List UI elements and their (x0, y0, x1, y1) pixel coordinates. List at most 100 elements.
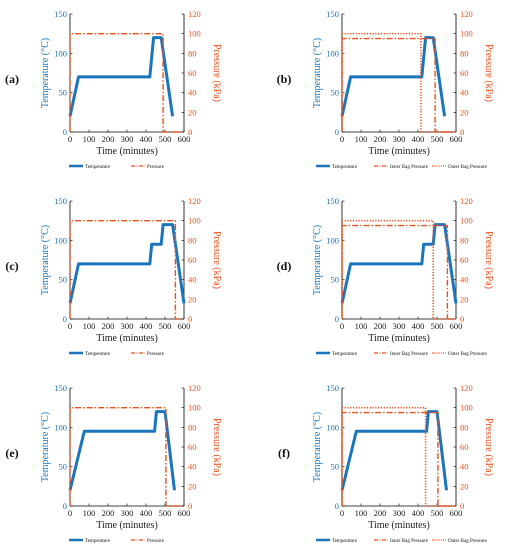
y-left-tick-label: 150 (326, 9, 339, 19)
y-left-tick-label: 150 (54, 9, 67, 19)
panel-label: (b) (277, 72, 292, 86)
x-tick-label: 0 (340, 508, 344, 518)
legend-label: Temperature (85, 539, 111, 544)
x-tick-label: 500 (431, 508, 444, 518)
x-tick-label: 300 (121, 508, 134, 518)
legend-label: Outer Bag Pressure (448, 539, 488, 544)
y-left-tick-label: 150 (54, 383, 67, 393)
y-left-tick-label: 100 (54, 235, 67, 245)
y-right-tick-label: 20 (460, 294, 469, 304)
panel-label: (c) (5, 259, 18, 273)
chart-panel: (b)0 100 200 300 400 500 600050100150020406080… (277, 9, 494, 170)
y-right-axis-label: Pressure (kPa) (483, 231, 494, 289)
y-right-tick-label: 40 (188, 462, 197, 472)
y-right-tick-label: 20 (188, 481, 197, 491)
y-left-tick-label: 150 (326, 196, 339, 206)
x-tick-label: 500 (431, 321, 444, 331)
x-tick-label: 400 (412, 134, 425, 144)
x-tick-label: 200 (102, 134, 115, 144)
legend-label: Temperature (85, 165, 111, 170)
y-right-axis-label: Pressure (kPa) (211, 231, 222, 289)
x-tick-label: 100 (83, 508, 96, 518)
x-tick-label: 0 (68, 321, 72, 331)
y-left-tick-label: 100 (54, 48, 67, 58)
chart-panel: (c)0 100 200 300 400 500 600050100150020406080… (5, 196, 222, 357)
y-right-tick-label: 60 (188, 255, 197, 265)
y-right-tick-label: 20 (188, 294, 197, 304)
x-tick-label: 300 (393, 321, 406, 331)
y-left-tick-label: 100 (326, 235, 339, 245)
y-right-tick-label: 20 (460, 481, 469, 491)
panel-label: (e) (5, 446, 18, 460)
y-left-tick-label: 150 (54, 196, 67, 206)
x-axis-label: Time (minutes) (96, 520, 158, 531)
x-tick-label: 300 (393, 134, 406, 144)
panel-label: (d) (277, 259, 292, 273)
x-tick-label: 600 (450, 321, 463, 331)
y-right-tick-label: 100 (460, 29, 473, 39)
series-line-temperature (340, 410, 448, 491)
y-right-tick-label: 60 (188, 442, 197, 452)
x-tick-label: 400 (412, 321, 425, 331)
x-tick-label: 300 (393, 508, 406, 518)
series-line-temperature (68, 410, 176, 491)
y-left-tick-label: 0 (335, 501, 339, 511)
x-tick-label: 300 (121, 321, 134, 331)
y-right-tick-label: 40 (188, 275, 197, 285)
y-right-tick-label: 80 (188, 422, 197, 432)
y-right-axis-label: Pressure (kPa) (483, 418, 494, 476)
y-left-tick-label: 100 (326, 48, 339, 58)
y-right-tick-label: 0 (460, 314, 464, 324)
y-right-tick-label: 100 (188, 29, 201, 39)
x-axis-label: Time (minutes) (368, 146, 430, 157)
x-tick-label: 0 (68, 508, 72, 518)
x-tick-label: 200 (102, 321, 115, 331)
legend-label: Temperature (85, 352, 111, 357)
series-line-temperature (68, 223, 186, 304)
x-tick-label: 200 (374, 134, 387, 144)
y-left-axis-label: Temperature (°C) (312, 412, 323, 482)
y-left-axis-label: Temperature (°C) (312, 38, 323, 108)
y-right-tick-label: 80 (460, 235, 469, 245)
y-right-tick-label: 40 (188, 88, 197, 98)
x-tick-label: 600 (178, 134, 191, 144)
y-left-axis-label: Temperature (°C) (40, 38, 51, 108)
chart-panel: (d)0 100 200 300 400 500 600050100150020406080… (277, 196, 494, 357)
y-right-tick-label: 120 (460, 196, 473, 206)
x-tick-label: 200 (374, 321, 387, 331)
legend-label: Pressure (147, 352, 165, 357)
chart-panel: (f)0 100 200 300 400 500 600050100150020406080… (278, 383, 494, 544)
x-tick-label: 400 (140, 134, 153, 144)
legend-label: Outer Bag Pressure (448, 352, 488, 357)
y-left-tick-label: 0 (63, 127, 67, 137)
y-left-tick-label: 150 (326, 383, 339, 393)
x-tick-label: 300 (121, 134, 134, 144)
x-tick-label: 400 (140, 321, 153, 331)
y-right-tick-label: 60 (460, 442, 469, 452)
legend-label: Inner Bag Pressure (390, 352, 429, 357)
series-line-temperature (68, 36, 175, 117)
y-left-tick-label: 50 (59, 275, 68, 285)
y-right-tick-label: 40 (460, 88, 469, 98)
y-left-tick-label: 50 (331, 462, 340, 472)
y-left-axis-label: Temperature (°C) (40, 225, 51, 295)
y-right-tick-label: 0 (188, 314, 192, 324)
y-left-tick-label: 50 (59, 462, 68, 472)
y-left-tick-label: 0 (63, 314, 67, 324)
y-right-tick-label: 0 (188, 127, 192, 137)
y-right-tick-label: 0 (460, 127, 464, 137)
x-tick-label: 100 (83, 321, 96, 331)
y-left-tick-label: 50 (331, 275, 340, 285)
x-tick-label: 500 (159, 321, 172, 331)
y-right-axis-label: Pressure (kPa) (483, 44, 494, 102)
y-right-tick-label: 120 (460, 383, 473, 393)
y-right-axis-label: Pressure (kPa) (211, 418, 222, 476)
x-tick-label: 0 (340, 321, 344, 331)
x-tick-label: 400 (140, 508, 153, 518)
y-right-tick-label: 80 (460, 422, 469, 432)
y-right-axis-label: Pressure (kPa) (211, 44, 222, 102)
y-right-tick-label: 100 (460, 403, 473, 413)
y-right-tick-label: 80 (188, 48, 197, 58)
x-tick-label: 600 (450, 508, 463, 518)
y-left-axis-label: Temperature (°C) (312, 225, 323, 295)
